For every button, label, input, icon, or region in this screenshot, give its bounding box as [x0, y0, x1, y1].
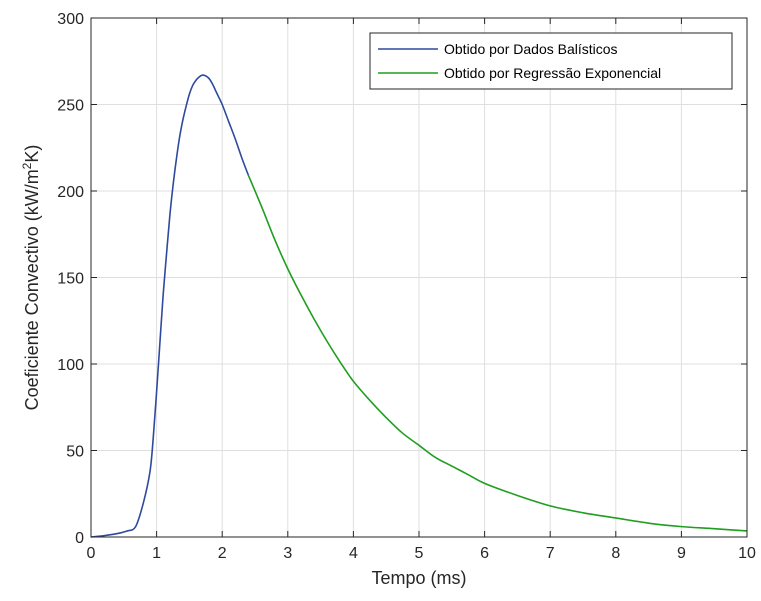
- x-tick-label: 7: [546, 545, 555, 562]
- y-tick-label: 100: [57, 357, 84, 374]
- legend-label-1: Obtido por Regressão Exponencial: [444, 65, 661, 81]
- x-tick-label: 8: [611, 545, 620, 562]
- y-axis-title-end: K): [22, 145, 42, 163]
- y-axis-title-main: Coeficiente Convectivo (kW/m: [22, 169, 42, 410]
- y-tick-label: 300: [57, 11, 84, 28]
- x-tick-label: 5: [415, 545, 424, 562]
- x-tick-label: 1: [152, 545, 161, 562]
- x-tick-label: 9: [677, 545, 686, 562]
- x-tick-label: 0: [87, 545, 96, 562]
- y-tick-label: 250: [57, 98, 84, 115]
- x-tick-label: 6: [480, 545, 489, 562]
- series-line-0: [90, 74, 250, 538]
- y-tick-label: 0: [75, 530, 84, 547]
- legend-box: [369, 32, 733, 90]
- x-tick-label: 2: [218, 545, 227, 562]
- x-tick-label: 4: [349, 545, 358, 562]
- series-group: [90, 74, 748, 538]
- x-tick-label: 3: [283, 545, 292, 562]
- series-line-1: [247, 175, 748, 532]
- y-axis-title-superscript: 2: [20, 162, 34, 169]
- y-axis-title: Coeficiente Convectivo (kW/m2K): [20, 145, 42, 411]
- y-tick-label: 200: [57, 184, 84, 201]
- legend-label-0: Obtido por Dados Balísticos: [444, 41, 618, 57]
- x-tick-label: 10: [738, 545, 756, 562]
- legend: Obtido por Dados Balísticos Obtido por Re…: [369, 32, 733, 90]
- y-tick-label: 150: [57, 271, 84, 288]
- y-tick-label: 50: [66, 444, 84, 461]
- x-axis-title: Tempo (ms): [371, 568, 466, 588]
